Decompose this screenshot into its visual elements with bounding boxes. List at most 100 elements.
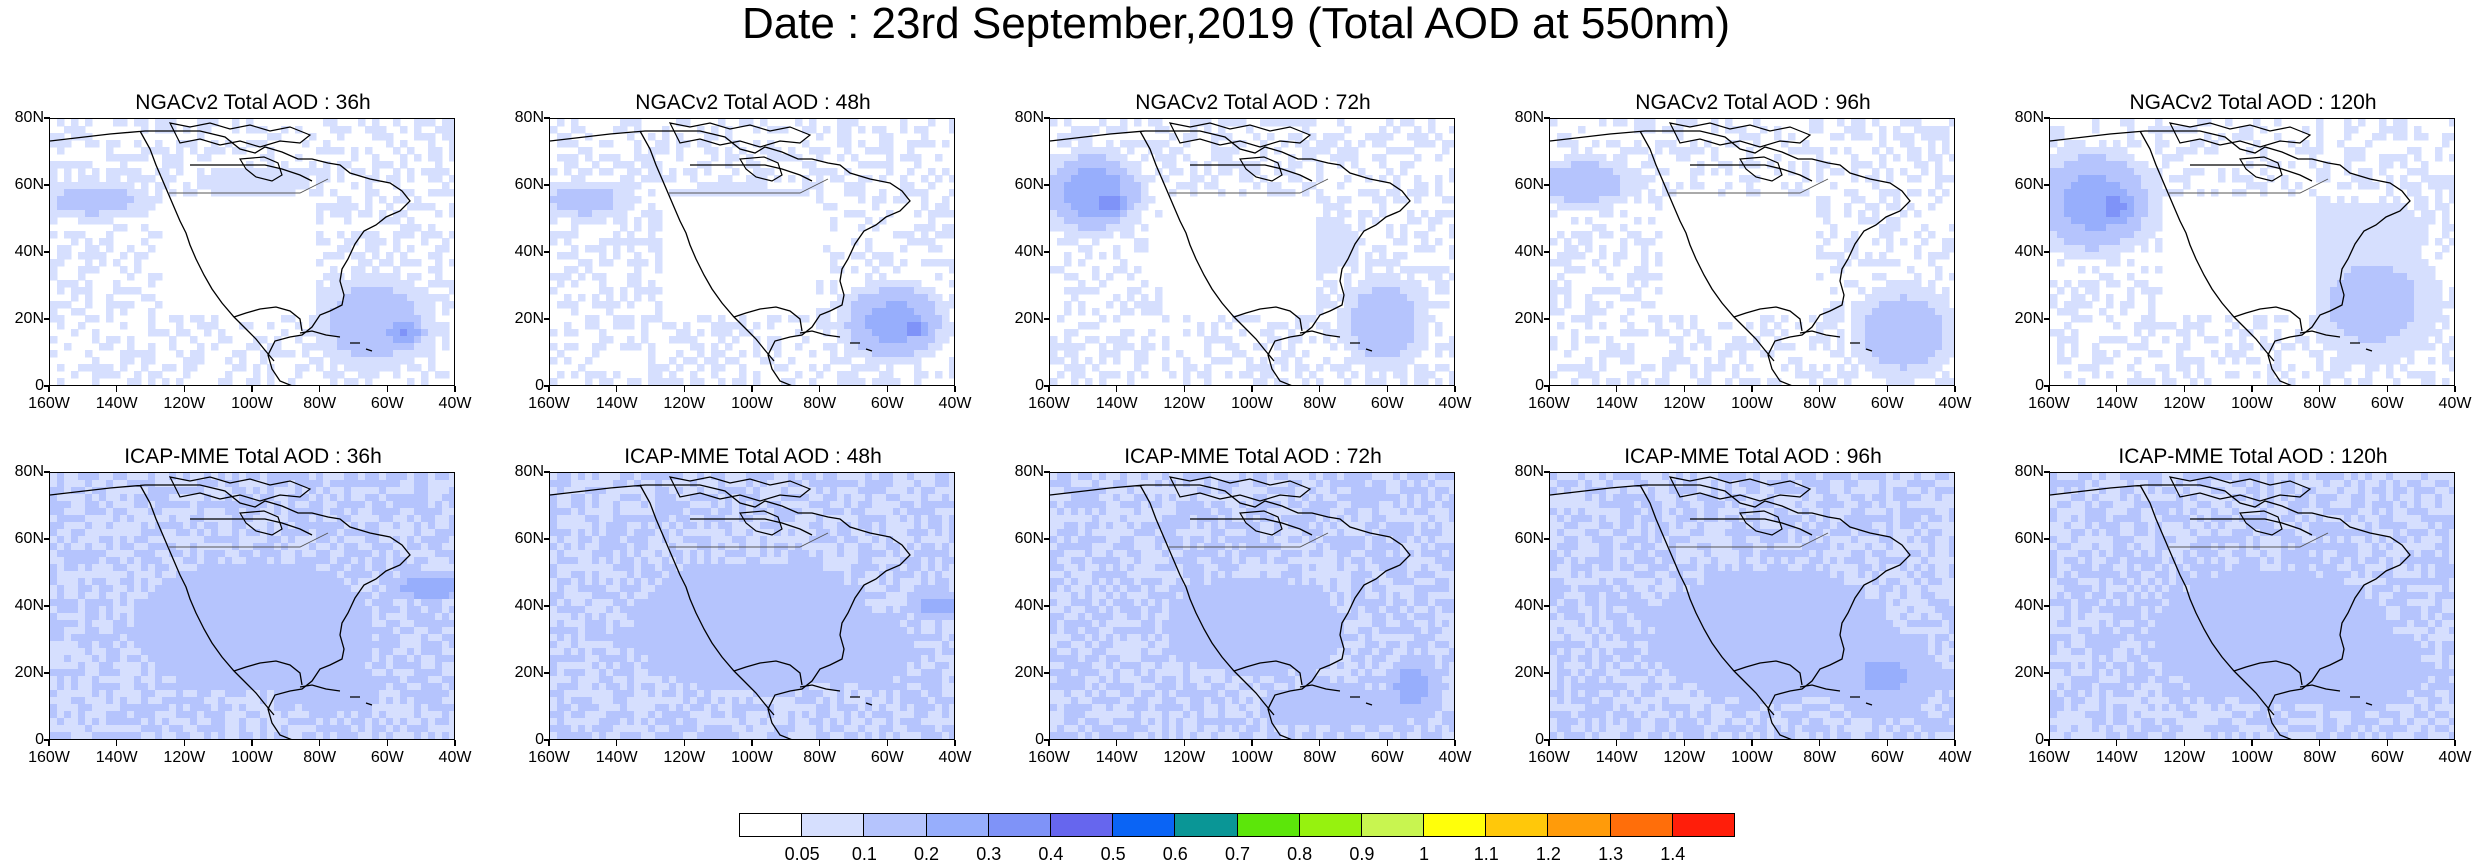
latitude-label: 20N [1000, 311, 1044, 327]
longitude-label: 140W [87, 396, 147, 412]
longitude-tick [48, 740, 50, 746]
latitude-tick [1544, 672, 1550, 674]
longitude-label: 140W [1587, 750, 1647, 766]
longitude-label: 100W [722, 396, 782, 412]
latitude-tick [1544, 117, 1550, 119]
coastline [670, 123, 810, 147]
longitude-label: 140W [587, 750, 647, 766]
latitude-tick [544, 605, 550, 607]
latitude-label: 20N [500, 311, 544, 327]
longitude-tick [2184, 386, 2186, 392]
latitude-label: 20N [2000, 665, 2044, 681]
colorbar-swatch [1361, 813, 1424, 837]
latitude-tick [2044, 318, 2050, 320]
longitude-label: 60W [357, 396, 417, 412]
latitude-label: 0 [500, 732, 544, 748]
longitude-tick [1954, 386, 1956, 392]
latitude-label: 80N [1500, 110, 1544, 126]
colorbar-label: 0.05 [777, 844, 827, 864]
longitude-label: 160W [19, 396, 79, 412]
aod-map [549, 118, 955, 386]
longitude-label: 40W [1925, 396, 1985, 412]
latitude-tick [2044, 251, 2050, 253]
longitude-tick [1048, 740, 1050, 746]
colorbar-label: 0.2 [902, 844, 952, 864]
latitude-tick [44, 538, 50, 540]
colorbar-swatch [1610, 813, 1673, 837]
panel-title: ICAP-MME Total AOD : 72h [1048, 445, 1458, 469]
longitude-tick [1319, 740, 1321, 746]
latitude-label: 80N [1000, 464, 1044, 480]
longitude-label: 100W [1222, 396, 1282, 412]
panel-title: NGACv2 Total AOD : 48h [548, 91, 958, 115]
longitude-tick [751, 386, 753, 392]
longitude-tick [2387, 740, 2389, 746]
longitude-label: 40W [1425, 396, 1485, 412]
longitude-tick [2116, 386, 2118, 392]
longitude-tick [2251, 740, 2253, 746]
longitude-tick [2319, 740, 2321, 746]
longitude-tick [1684, 386, 1686, 392]
longitude-tick [1387, 740, 1389, 746]
aod-field [2050, 119, 2455, 386]
longitude-label: 60W [2357, 750, 2417, 766]
latitude-label: 80N [0, 464, 44, 480]
longitude-label: 120W [2154, 396, 2214, 412]
latitude-tick [2044, 184, 2050, 186]
longitude-label: 120W [1154, 750, 1214, 766]
longitude-label: 120W [154, 396, 214, 412]
longitude-tick [251, 740, 253, 746]
latitude-tick [544, 117, 550, 119]
latitude-label: 80N [0, 110, 44, 126]
longitude-tick [1751, 386, 1753, 392]
latitude-label: 0 [0, 732, 44, 748]
longitude-tick [1616, 740, 1618, 746]
longitude-label: 160W [19, 750, 79, 766]
longitude-label: 160W [2019, 396, 2079, 412]
longitude-label: 60W [1357, 396, 1417, 412]
panel-title: NGACv2 Total AOD : 96h [1548, 91, 1958, 115]
latitude-tick [1544, 251, 1550, 253]
colorbar-swatch [1547, 813, 1610, 837]
longitude-tick [819, 386, 821, 392]
longitude-label: 120W [654, 750, 714, 766]
latitude-label: 40N [1000, 598, 1044, 614]
latitude-label: 60N [1500, 531, 1544, 547]
latitude-tick [1544, 538, 1550, 540]
colorbar-label: 0.4 [1026, 844, 1076, 864]
latitude-label: 80N [1000, 110, 1044, 126]
latitude-label: 20N [1500, 311, 1544, 327]
aod-field [1050, 119, 1455, 386]
longitude-label: 80W [2290, 396, 2350, 412]
latitude-tick [2044, 538, 2050, 540]
latitude-label: 40N [500, 598, 544, 614]
colorbar-label: 0.3 [964, 844, 1014, 864]
longitude-label: 120W [2154, 750, 2214, 766]
latitude-label: 0 [2000, 732, 2044, 748]
longitude-label: 120W [654, 396, 714, 412]
longitude-label: 120W [1154, 396, 1214, 412]
latitude-tick [2044, 605, 2050, 607]
latitude-tick [1044, 471, 1050, 473]
longitude-label: 60W [1357, 750, 1417, 766]
colorbar-label: 1.1 [1461, 844, 1511, 864]
longitude-tick [1887, 386, 1889, 392]
latitude-label: 20N [0, 311, 44, 327]
longitude-tick [319, 740, 321, 746]
longitude-tick [1954, 740, 1956, 746]
longitude-label: 80W [790, 396, 850, 412]
longitude-tick [1819, 386, 1821, 392]
longitude-label: 100W [1722, 750, 1782, 766]
longitude-label: 60W [1857, 396, 1917, 412]
latitude-tick [1044, 184, 1050, 186]
latitude-label: 40N [1000, 244, 1044, 260]
latitude-tick [1044, 538, 1050, 540]
latitude-label: 60N [500, 531, 544, 547]
latitude-label: 40N [2000, 244, 2044, 260]
latitude-tick [2044, 117, 2050, 119]
longitude-tick [2184, 740, 2186, 746]
